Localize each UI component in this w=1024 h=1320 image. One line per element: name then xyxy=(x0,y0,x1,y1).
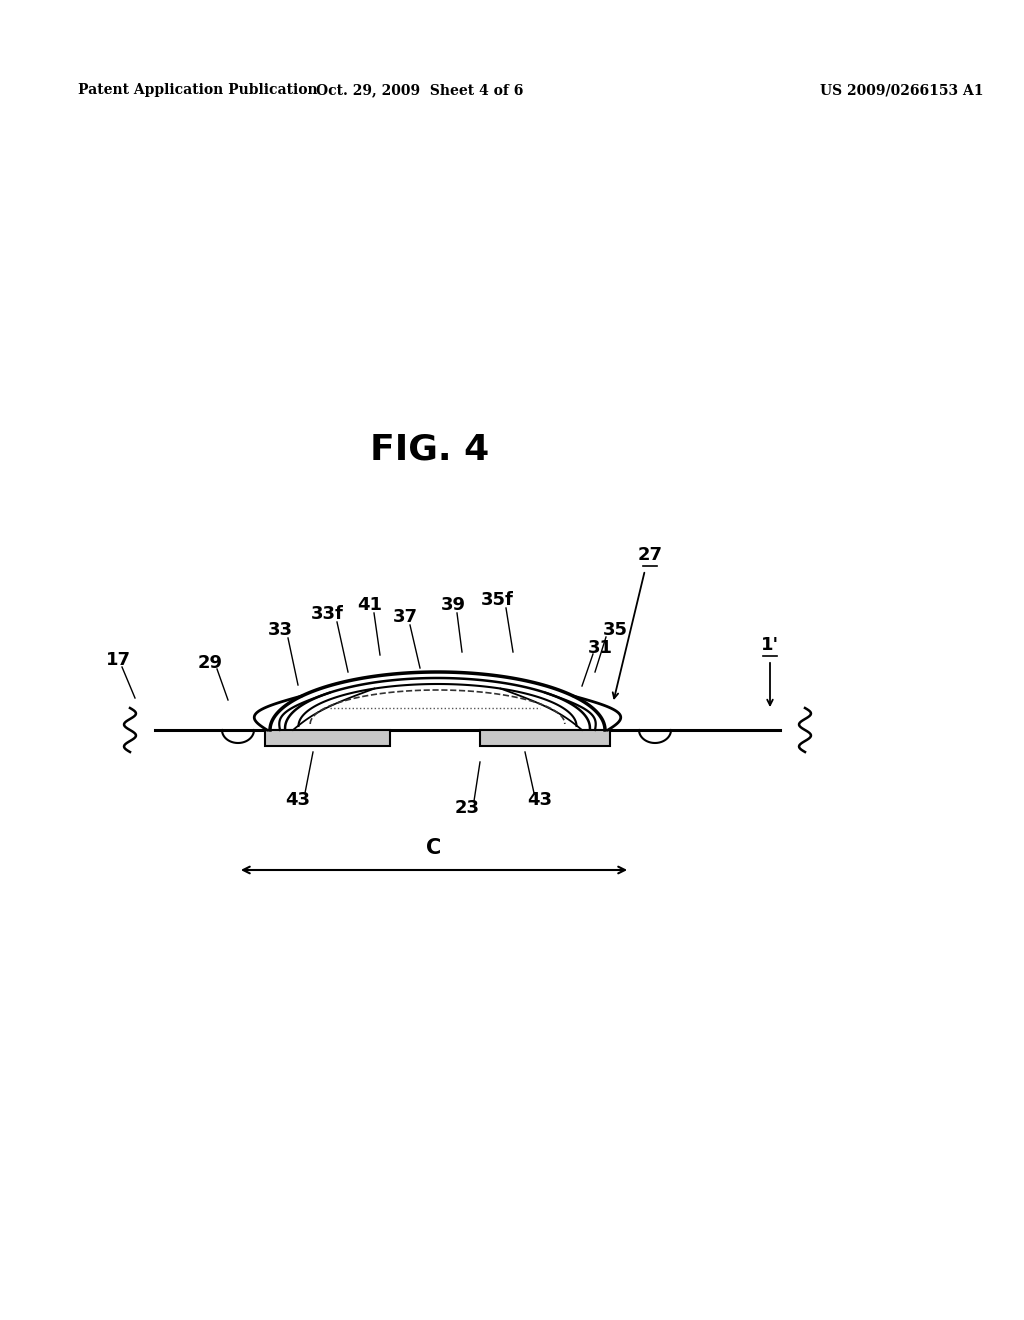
Text: FIG. 4: FIG. 4 xyxy=(371,433,489,467)
Text: 43: 43 xyxy=(286,791,310,809)
Text: C: C xyxy=(426,838,441,858)
Text: 37: 37 xyxy=(392,609,418,626)
Text: 1': 1' xyxy=(761,636,779,653)
Text: 35: 35 xyxy=(602,620,628,639)
Text: 43: 43 xyxy=(527,791,553,809)
Text: 35f: 35f xyxy=(480,591,513,609)
Text: 17: 17 xyxy=(105,651,130,669)
Text: Oct. 29, 2009  Sheet 4 of 6: Oct. 29, 2009 Sheet 4 of 6 xyxy=(316,83,523,96)
Bar xyxy=(480,730,610,746)
Text: Patent Application Publication: Patent Application Publication xyxy=(78,83,317,96)
Text: 29: 29 xyxy=(198,653,222,672)
Text: 33f: 33f xyxy=(310,605,343,623)
Text: 27: 27 xyxy=(638,546,663,564)
Text: 39: 39 xyxy=(440,597,466,614)
Text: 41: 41 xyxy=(357,597,383,614)
Text: US 2009/0266153 A1: US 2009/0266153 A1 xyxy=(820,83,983,96)
Text: 23: 23 xyxy=(455,799,479,817)
Bar xyxy=(265,730,390,746)
Text: 33: 33 xyxy=(267,620,293,639)
Text: 31: 31 xyxy=(588,639,612,657)
